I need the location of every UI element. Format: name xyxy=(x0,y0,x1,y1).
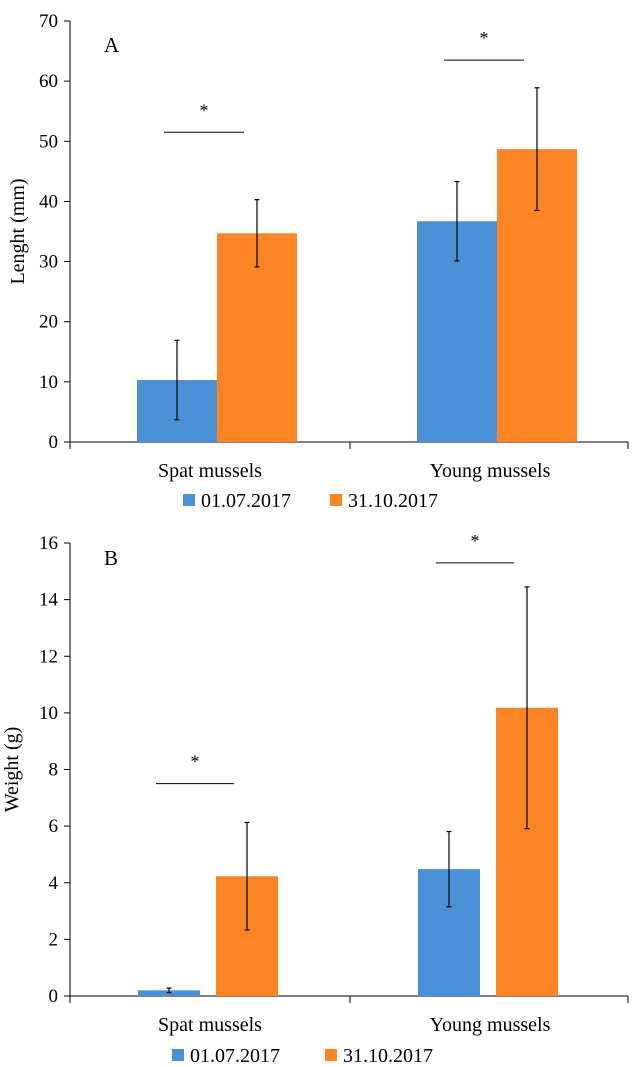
y-tick-label: 6 xyxy=(49,816,59,837)
y-tick-label: 8 xyxy=(49,760,59,781)
legend-swatch xyxy=(330,494,342,506)
y-tick-label: 14 xyxy=(39,590,59,611)
y-tick-label: 2 xyxy=(49,929,59,950)
significance-marker: * xyxy=(191,752,200,772)
y-tick-label: 4 xyxy=(49,873,59,894)
y-tick-label: 20 xyxy=(39,312,58,333)
y-tick-label: 40 xyxy=(39,191,58,212)
y-tick-label: 30 xyxy=(39,252,58,273)
significance-marker: * xyxy=(200,100,209,120)
legend-swatch xyxy=(325,1049,337,1061)
legend-swatch xyxy=(172,1049,184,1061)
legend-label: 01.07.2017 xyxy=(190,1045,280,1067)
y-tick-label: 70 xyxy=(39,11,58,32)
x-category-label: Spat mussels xyxy=(158,460,262,482)
y-tick-label: 0 xyxy=(49,986,59,1007)
x-category-label: Young mussels xyxy=(430,460,551,482)
y-tick-label: 10 xyxy=(39,372,58,393)
y-tick-label: 10 xyxy=(39,703,58,724)
x-category-label: Spat mussels xyxy=(158,1014,262,1036)
y-tick-label: 0 xyxy=(49,432,59,453)
y-tick-label: 12 xyxy=(39,646,58,667)
legend: 01.07.2017 31.10.2017 xyxy=(183,490,438,512)
legend-label: 31.10.2017 xyxy=(343,1045,433,1067)
panel-label: A xyxy=(104,33,120,57)
panel-label: B xyxy=(104,546,118,570)
chart-panel-a: 0 10 20 30 40 50 60 70 Lenght (mm) A Spat mussels Y… xyxy=(7,11,628,512)
legend-label: 31.10.2017 xyxy=(348,490,438,512)
legend-label: 01.07.2017 xyxy=(201,490,291,512)
y-tick-label: 16 xyxy=(39,533,58,554)
significance-marker: * xyxy=(480,28,489,48)
y-axis-label: Weight (g) xyxy=(1,727,23,813)
legend-swatch xyxy=(183,494,195,506)
significance-marker: * xyxy=(471,531,480,551)
legend: 01.07.2017 31.10.2017 xyxy=(172,1045,433,1067)
y-tick-label: 60 xyxy=(39,71,58,92)
y-tick-label: 50 xyxy=(39,131,58,152)
y-axis-label: Lenght (mm) xyxy=(7,178,29,284)
chart-panel-b: 0 2 4 6 8 10 12 14 16 Weight (g) B Spat mussels Youn… xyxy=(1,531,628,1067)
x-category-label: Young mussels xyxy=(430,1014,551,1036)
